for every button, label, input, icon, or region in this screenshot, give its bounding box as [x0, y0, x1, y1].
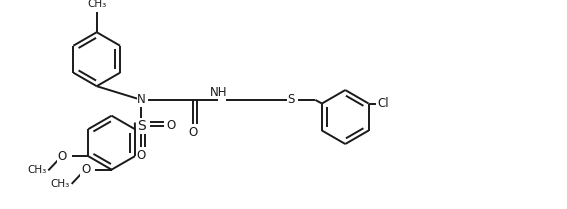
Text: Cl: Cl: [378, 97, 390, 110]
Text: O: O: [188, 126, 197, 139]
Text: O: O: [58, 150, 67, 163]
Text: N: N: [137, 93, 146, 106]
Text: CH₃: CH₃: [27, 165, 46, 175]
Text: S: S: [137, 119, 146, 133]
Text: O: O: [81, 163, 90, 176]
Text: CH₃: CH₃: [87, 0, 107, 9]
Text: CH₃: CH₃: [50, 179, 70, 189]
Text: NH: NH: [210, 86, 227, 99]
Text: O: O: [137, 149, 146, 162]
Text: O: O: [166, 119, 176, 132]
Text: S: S: [287, 93, 295, 106]
